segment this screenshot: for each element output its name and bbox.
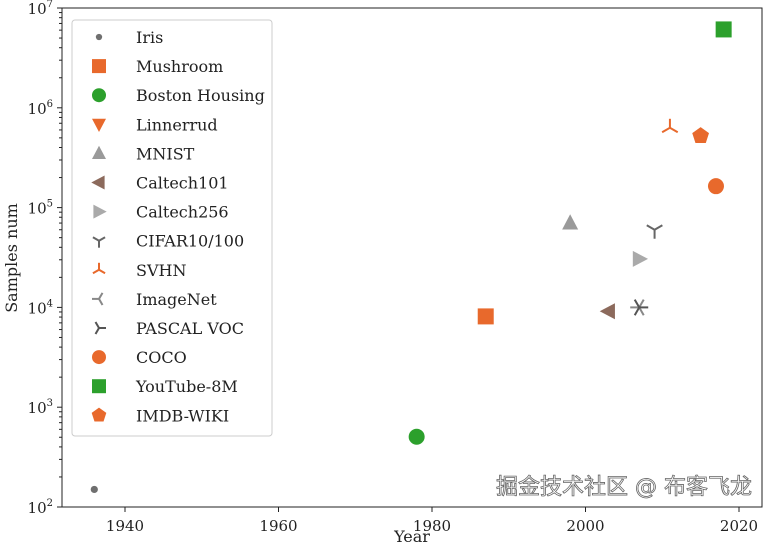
y-axis: 102 103 104 105 106 107 [28,0,62,517]
marker [90,485,98,494]
legend-marker [93,204,107,219]
legend-marker [92,118,106,132]
x-axis-label: Year [393,527,430,546]
legend-marker [98,236,106,242]
marker [692,127,709,144]
legend-label: YouTube-8M [135,377,238,396]
legend-label: IMDB-WIKI [136,406,229,425]
marker [638,299,645,308]
legend-marker [92,145,106,159]
y-tick-label: 103 [28,398,53,417]
legend-marker [98,268,106,275]
legend-label: MNIST [136,144,195,163]
legend-box [71,19,273,437]
data-point-pascal-voc [633,299,649,316]
legend-marker [95,33,103,41]
data-point-mnist [562,214,579,230]
legend-marker [92,268,100,275]
x-tick-label: 2020 [720,517,758,535]
legend-label: SVHN [136,261,186,280]
x-tick-label: 1980 [413,517,451,535]
data-point-youtube-8m [715,21,732,38]
marker [632,250,649,267]
legend-marker [91,407,107,422]
marker [669,126,679,134]
legend-marker [92,88,106,103]
legend-marker [94,321,100,329]
legend-marker [98,292,104,300]
x-tick-label: 2000 [566,517,604,535]
legend-item: COCO [92,348,187,367]
legend-item: Caltech101 [91,174,229,193]
data-point-imagenet [630,299,645,316]
legend-label: Mushroom [136,57,223,76]
x-axis: 1940 1960 1980 2000 2020 [106,507,758,535]
y-tick-label: 107 [28,0,53,18]
legend-label: CIFAR10/100 [136,232,244,251]
data-points [90,21,732,494]
y-axis-label: Samples num [2,203,21,313]
legend-marker [92,59,106,74]
legend-label: PASCAL VOC [136,319,244,338]
legend-label: Boston Housing [136,86,265,105]
data-point-cifar10-100 [646,224,663,239]
legend-marker [92,236,100,242]
legend-item: ImageNet [92,290,217,309]
y-tick-label: 104 [28,298,53,317]
data-point-caltech256 [632,250,649,267]
marker [633,299,641,308]
marker [633,306,641,316]
marker [715,21,732,38]
data-point-boston-housing [408,428,425,445]
legend-marker [98,298,104,306]
marker [408,428,425,445]
y-tick-label: 105 [28,199,53,218]
marker [638,306,645,316]
legend-item: CIFAR10/100 [92,232,244,251]
marker [599,303,615,320]
legend-marker [91,175,105,190]
y-tick-label: 102 [28,498,53,517]
y-tick-label: 106 [28,99,53,118]
legend-label: ImageNet [136,290,217,309]
marker [654,224,663,231]
legend-item: PASCAL VOC [94,319,244,338]
legend-item: Linnerrud [92,115,218,134]
legend: Iris Mushroom Boston Housing Linnerrud MNIST… [71,19,273,437]
data-point-caltech101 [599,303,615,320]
data-point-imdb-wiki [692,127,709,144]
marker [661,126,671,134]
legend-item: SVHN [92,261,186,280]
legend-item: Boston Housing [92,86,265,105]
legend-marker [94,327,100,335]
x-tick-label: 1960 [259,517,297,535]
x-tick-label: 1940 [106,517,144,535]
legend-item: MNIST [92,144,195,163]
legend-label: Iris [136,28,163,47]
legend-item: IMDB-WIKI [91,406,229,425]
legend-marker [92,379,106,394]
legend-item: YouTube-8M [92,377,238,396]
legend-label: COCO [136,348,187,367]
plot-frame [61,7,763,508]
marker [707,178,724,195]
legend-label: Caltech256 [136,203,229,222]
marker [646,224,656,231]
watermark: 掘金技术社区 @ 布客飞龙 [496,475,752,500]
legend-item: Caltech256 [93,203,229,222]
legend-item: Iris [95,28,163,47]
marker [477,308,494,325]
legend-marker [92,350,106,365]
data-point-svhn [661,118,679,134]
legend-label: Linnerrud [136,115,218,134]
data-point-coco [707,178,724,195]
legend-item: Mushroom [92,57,223,76]
marker [562,214,579,230]
legend-label: Caltech101 [136,174,229,193]
data-point-mushroom [477,308,494,325]
data-point-iris [90,485,98,494]
